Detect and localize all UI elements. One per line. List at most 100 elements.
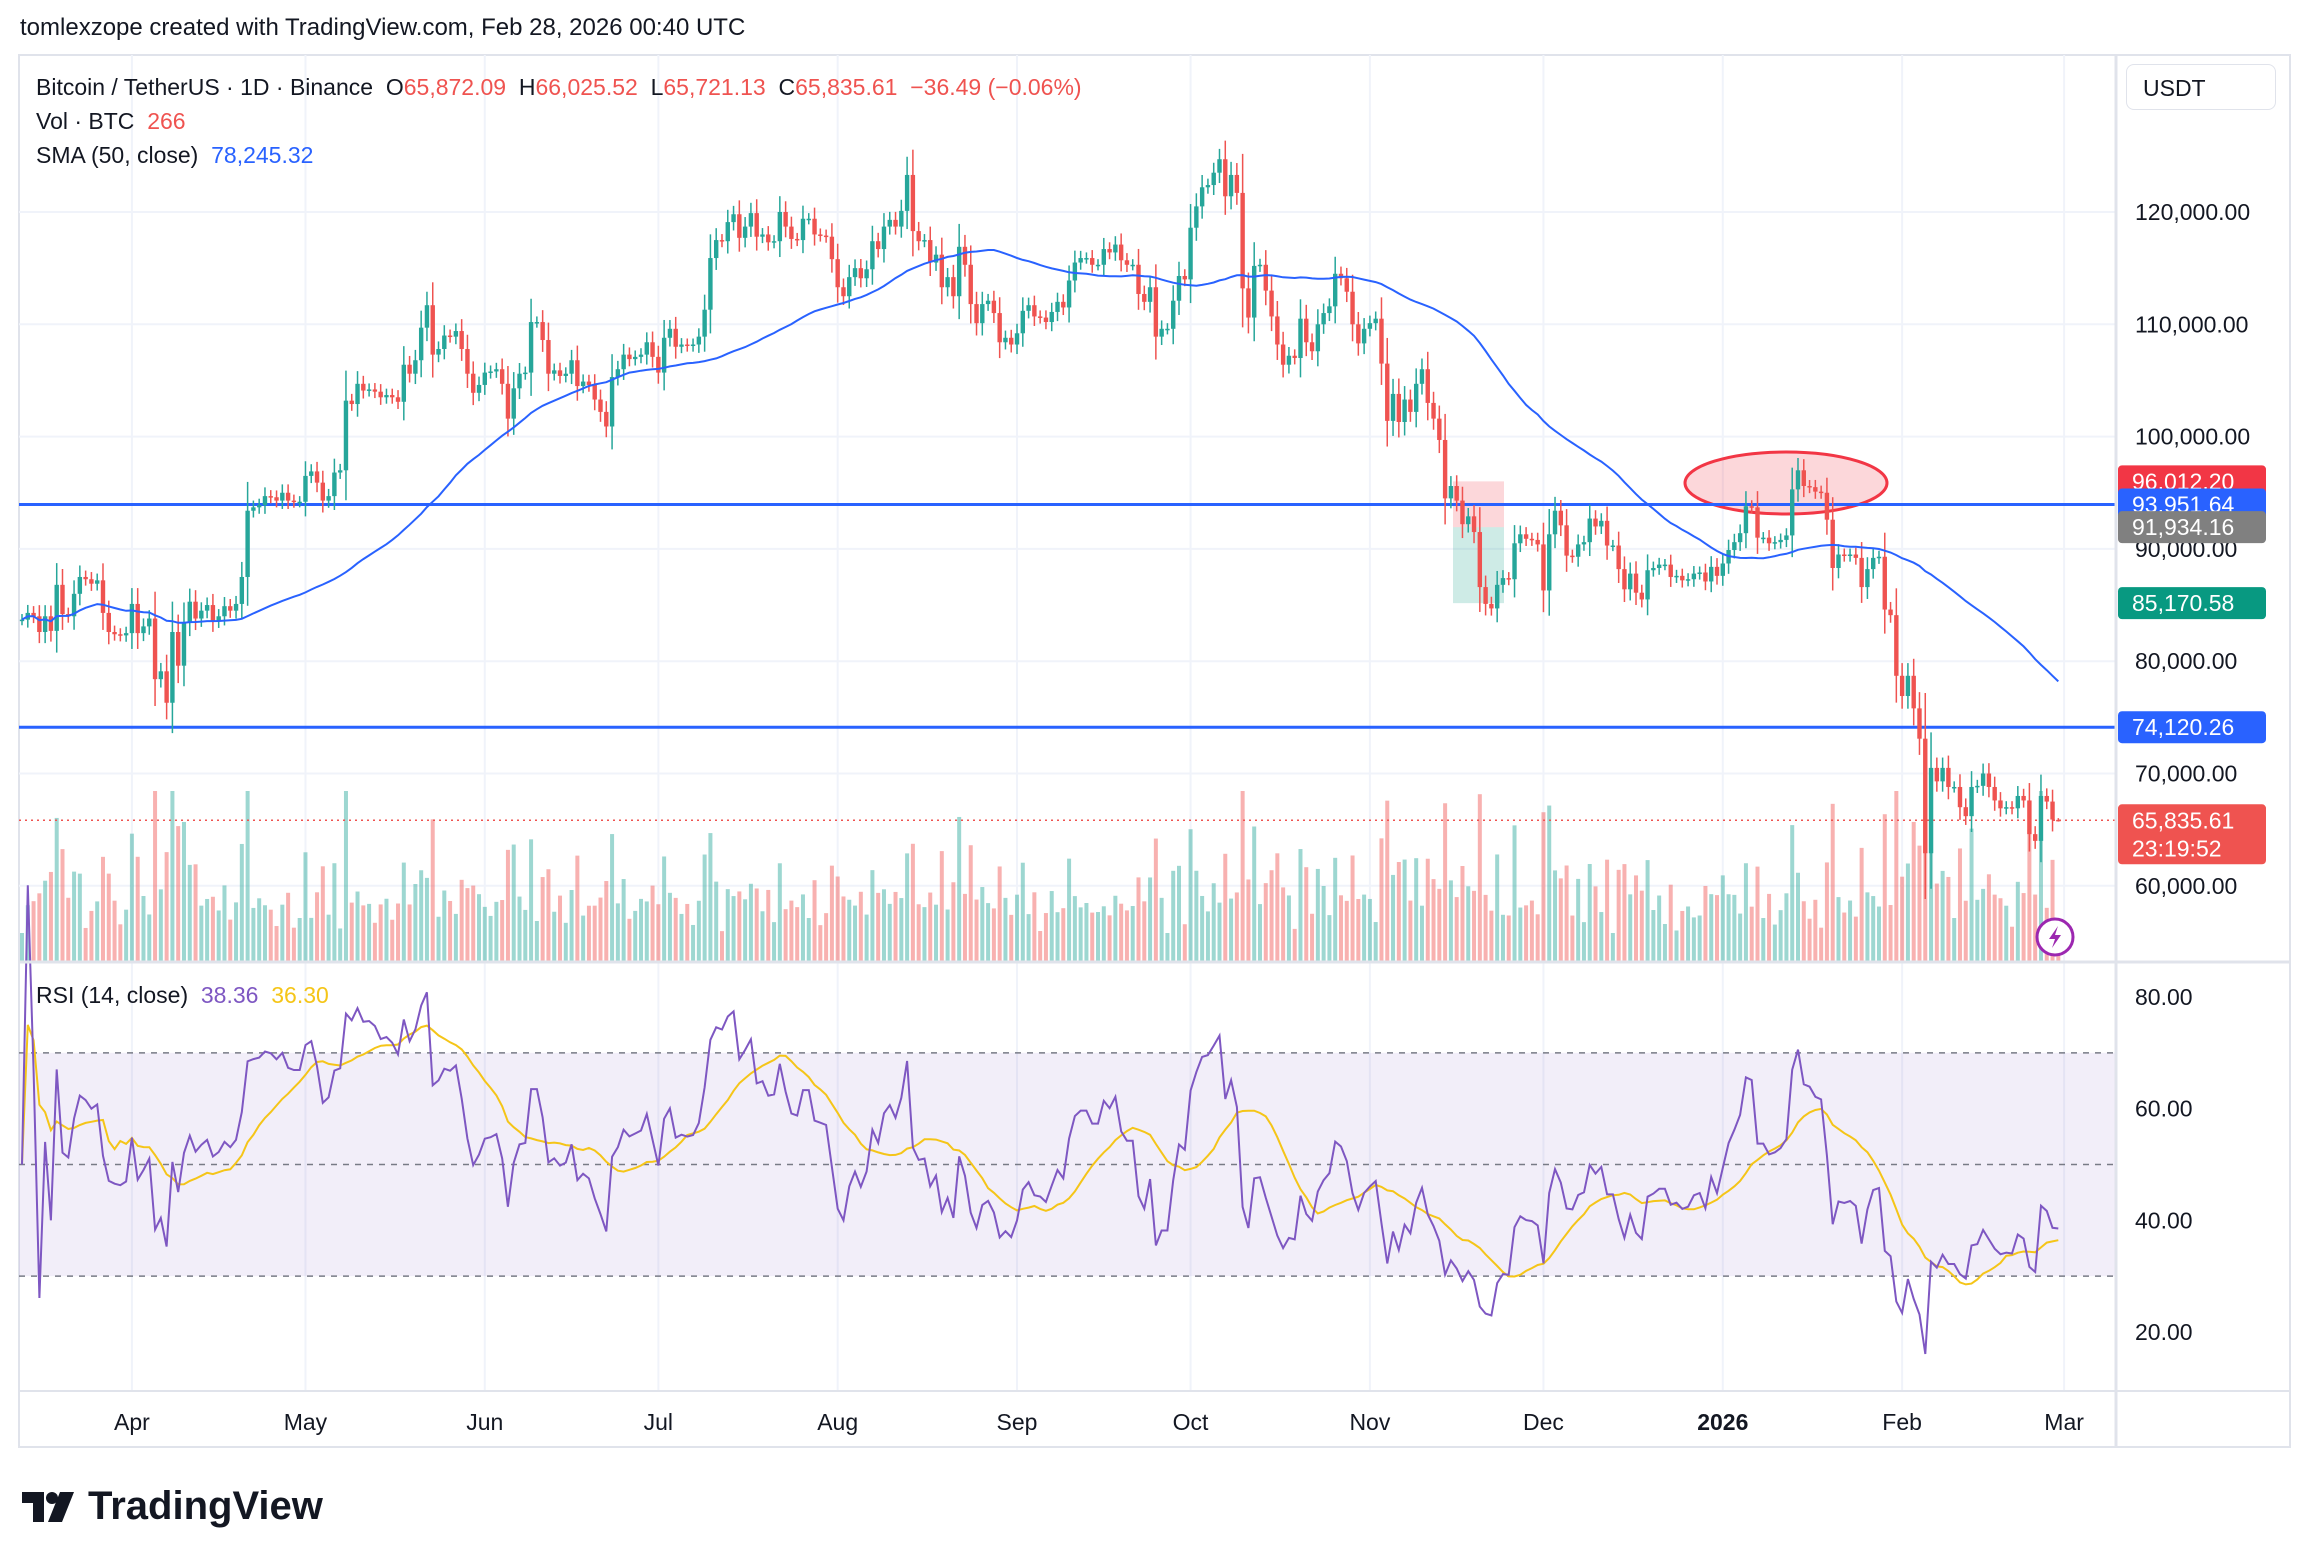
volume-bar bbox=[621, 879, 626, 961]
tradingview-logo[interactable]: TradingView bbox=[22, 1484, 323, 1529]
volume-bar bbox=[118, 924, 123, 961]
symbol-name[interactable]: Bitcoin / TetherUS · 1D · Binance bbox=[36, 74, 374, 100]
volume-bar bbox=[303, 852, 308, 961]
candle bbox=[1425, 351, 1430, 421]
candle-body bbox=[135, 603, 140, 634]
volume-bar bbox=[1257, 904, 1262, 961]
candle bbox=[1523, 527, 1529, 546]
candle bbox=[1853, 547, 1859, 565]
candle-body bbox=[1836, 554, 1841, 568]
price-marker-label-bg bbox=[2118, 711, 2266, 744]
candle-body bbox=[1633, 573, 1639, 593]
volume-bar bbox=[1836, 897, 1841, 961]
candle-body bbox=[1379, 318, 1384, 364]
candle-body bbox=[384, 395, 389, 398]
rsi-label[interactable]: RSI (14, close) bbox=[36, 982, 189, 1008]
volume-bar bbox=[1581, 922, 1586, 961]
candle bbox=[1656, 557, 1662, 575]
candle-body bbox=[1165, 328, 1170, 331]
candle-body bbox=[1824, 492, 1830, 520]
volume-bar bbox=[332, 863, 337, 961]
candle-body bbox=[1541, 544, 1546, 591]
candle-body bbox=[1616, 545, 1621, 570]
volume-bar bbox=[679, 913, 684, 961]
candle bbox=[800, 205, 806, 254]
candle-body bbox=[870, 241, 875, 270]
candle bbox=[991, 290, 997, 324]
volume-bar bbox=[1553, 870, 1558, 961]
candle bbox=[204, 597, 210, 619]
candle-body bbox=[1425, 369, 1430, 403]
price-axis-label: 110,000.00 bbox=[2135, 311, 2248, 337]
candle bbox=[1269, 275, 1274, 332]
volume-bar bbox=[1819, 927, 1824, 961]
candle-body bbox=[1853, 554, 1859, 558]
candle bbox=[702, 294, 707, 352]
candle bbox=[1709, 556, 1714, 593]
currency-unit-button[interactable]: USDT bbox=[2126, 64, 2276, 110]
volume-bar bbox=[737, 891, 742, 961]
candle bbox=[517, 362, 522, 400]
candle bbox=[673, 316, 678, 359]
volume-bar bbox=[48, 871, 53, 961]
candle bbox=[1084, 252, 1089, 264]
candle-body bbox=[390, 395, 395, 398]
volume-bar bbox=[1981, 888, 1986, 961]
candle bbox=[690, 338, 696, 352]
candle bbox=[1680, 568, 1685, 588]
volume-bar bbox=[1367, 898, 1372, 961]
candle bbox=[1147, 276, 1153, 313]
candle-body bbox=[2044, 795, 2049, 802]
candle-body bbox=[945, 277, 950, 288]
candle bbox=[1778, 533, 1783, 549]
volume-bar bbox=[1905, 863, 1910, 961]
candle bbox=[841, 278, 846, 305]
candle bbox=[378, 384, 383, 405]
candle-body bbox=[1107, 249, 1112, 253]
candle bbox=[1471, 505, 1477, 544]
volume-bar bbox=[766, 889, 771, 961]
candle-body bbox=[1211, 172, 1216, 186]
volume-label[interactable]: Vol · BTC bbox=[36, 108, 135, 134]
volume-bar bbox=[1975, 899, 1980, 961]
candle-body bbox=[1124, 260, 1130, 265]
candle bbox=[19, 614, 25, 626]
volume-bar bbox=[1205, 911, 1210, 961]
candle-body bbox=[771, 241, 777, 243]
time-axis-label: Jun bbox=[466, 1409, 503, 1435]
candle bbox=[679, 338, 684, 354]
volume-bar bbox=[1448, 880, 1453, 961]
candle bbox=[928, 226, 933, 277]
volume-bar bbox=[1483, 894, 1488, 961]
candlestick-series bbox=[19, 140, 2061, 899]
candle bbox=[731, 205, 736, 231]
highlight-ellipse[interactable] bbox=[1683, 450, 1889, 516]
candle bbox=[1379, 297, 1384, 385]
candle-body bbox=[881, 226, 887, 250]
candle bbox=[1899, 663, 1905, 709]
volume-bar bbox=[667, 892, 672, 961]
low-label: L bbox=[650, 74, 664, 100]
volume-bar bbox=[1518, 907, 1523, 961]
lightning-icon[interactable] bbox=[2035, 917, 2075, 957]
candle bbox=[916, 221, 921, 251]
volume-bar bbox=[1269, 870, 1274, 961]
volume-bar bbox=[471, 885, 476, 961]
candle bbox=[823, 229, 829, 243]
drawings-layer[interactable] bbox=[19, 450, 2116, 822]
candle bbox=[1153, 264, 1159, 360]
volume-bar bbox=[1605, 859, 1610, 961]
candle-body bbox=[633, 356, 638, 360]
rsi-axis-label: 60.00 bbox=[2135, 1096, 2193, 1122]
candle bbox=[1674, 569, 1679, 583]
volume-bar bbox=[939, 851, 944, 961]
candle bbox=[158, 662, 164, 688]
candle bbox=[794, 232, 800, 247]
volume-bar bbox=[922, 907, 927, 961]
sma-label[interactable]: SMA (50, close) bbox=[36, 142, 199, 168]
candle bbox=[656, 345, 661, 384]
candle-body bbox=[1292, 355, 1297, 358]
candle bbox=[523, 366, 528, 380]
candle-body bbox=[2015, 795, 2021, 809]
